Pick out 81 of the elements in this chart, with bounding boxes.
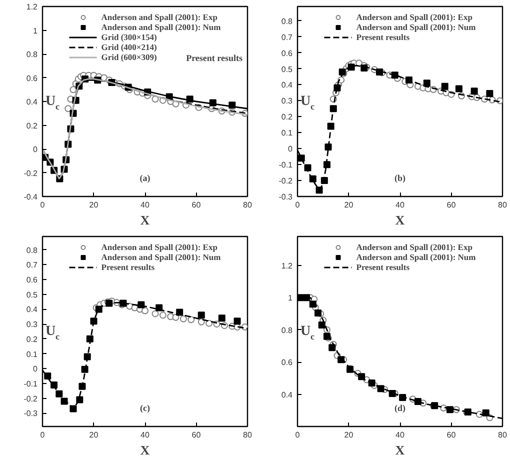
x-tick-label: 40: [140, 430, 150, 440]
annotation: (a): [140, 173, 150, 184]
x-axis-title: X: [395, 212, 406, 228]
legend-label: Grid (400×214): [101, 42, 157, 52]
y-tick-label: 0.8: [26, 246, 38, 255]
y-tick-label: 0.5: [281, 64, 294, 74]
y-tick-label: -0.3: [278, 192, 294, 202]
x-tick-label: 40: [396, 200, 405, 210]
y-tick-label: 0.5: [26, 290, 38, 300]
y-tick-label: 1.2: [281, 261, 294, 270]
y-tick-label: 0.7: [26, 260, 38, 270]
legend-label: Anderson and Spall (2001): Num: [101, 252, 221, 262]
y-tick-label: 0.8: [281, 16, 294, 26]
x-tick-label: 80: [243, 430, 252, 440]
y-tick-label: 1: [33, 26, 38, 36]
x-tick-label: 80: [498, 200, 508, 210]
x-tick-label: 80: [243, 200, 252, 210]
x-tick-label: 20: [344, 200, 354, 210]
legend-label: Grid (300×154): [101, 32, 157, 42]
legend-label: Present results: [356, 262, 410, 272]
y-tick-label: 0.4: [281, 80, 294, 90]
y-tick-label: 0.2: [281, 112, 294, 122]
legend-label: Anderson and Spall (2001): Num: [101, 22, 221, 32]
annotation: (d): [394, 403, 406, 414]
y-tick-label: 0.8: [26, 50, 38, 59]
x-axis-title: X: [140, 212, 150, 228]
y-tick-label: 0.2: [26, 121, 38, 130]
legend-label: Grid (600×309): [101, 52, 157, 62]
y-tick-label: 0.8: [281, 326, 294, 335]
legend-label: Present results: [356, 32, 410, 42]
x-tick-label: 60: [446, 200, 456, 210]
legend-label: Anderson and Spall (2001): Exp: [101, 242, 218, 252]
y-tick-label: 0.1: [26, 350, 38, 359]
x-tick-label: 60: [446, 430, 456, 440]
y-tick-label: -0.4: [24, 192, 38, 202]
y-tick-label: 0.1: [281, 128, 294, 138]
annotation: Present results: [186, 52, 243, 63]
x-tick-label: 40: [396, 430, 405, 440]
x-axis-title: X: [140, 442, 150, 458]
y-tick-label: 0.4: [281, 390, 294, 400]
y-tick-label: 1.2: [26, 2, 38, 12]
x-axis-title: X: [395, 442, 406, 458]
x-tick-label: 0: [40, 430, 46, 440]
y-tick-label: -0.2: [278, 176, 294, 186]
y-tick-label: -0.2: [24, 168, 38, 178]
x-tick-label: 0: [295, 430, 300, 440]
x-tick-label: 20: [89, 200, 99, 210]
x-tick-label: 20: [89, 430, 99, 440]
y-tick-label: 0.6: [281, 358, 294, 368]
y-tick-label: 0: [33, 145, 38, 154]
x-tick-label: 0: [295, 200, 300, 210]
annotation: (c): [140, 403, 150, 414]
y-tick-label: 0.3: [281, 96, 294, 106]
y-tick-label: 0.6: [281, 48, 294, 58]
y-tick-label: 0.7: [281, 32, 294, 42]
y-tick-label: 0.3: [26, 320, 38, 330]
y-tick-label: 0.2: [26, 334, 38, 344]
annotation: (b): [394, 173, 406, 184]
x-tick-label: 0: [40, 200, 46, 210]
y-tick-label: 0: [33, 364, 38, 374]
y-tick-label: 0.4: [26, 305, 38, 314]
y-tick-label: 0: [288, 144, 294, 154]
legend-label: Anderson and Spall (2001): Exp: [356, 12, 472, 22]
legend-label: Anderson and Spall (2001): Exp: [101, 12, 218, 22]
legend-label: Anderson and Spall (2001): Exp: [356, 242, 472, 252]
x-tick-label: 60: [192, 430, 202, 440]
y-tick-label: -0.2: [24, 394, 38, 404]
x-tick-label: 20: [344, 430, 354, 440]
x-tick-label: 80: [498, 430, 508, 440]
y-tick-label: 1: [288, 294, 294, 303]
x-tick-label: 60: [192, 200, 202, 210]
y-tick-label: 0.6: [26, 74, 38, 83]
legend-label: Present results: [101, 262, 155, 272]
legend-label: Anderson and Spall (2001): Num: [356, 22, 476, 32]
y-tick-label: 0.4: [26, 98, 38, 106]
y-tick-label: 0.6: [26, 276, 38, 285]
y-tick-label: -0.3: [24, 409, 38, 418]
y-tick-label: -0.1: [278, 160, 294, 170]
y-tick-label: -0.1: [24, 379, 38, 388]
x-tick-label: 40: [140, 200, 150, 210]
legend-label: Anderson and Spall (2001): Num: [356, 252, 476, 262]
